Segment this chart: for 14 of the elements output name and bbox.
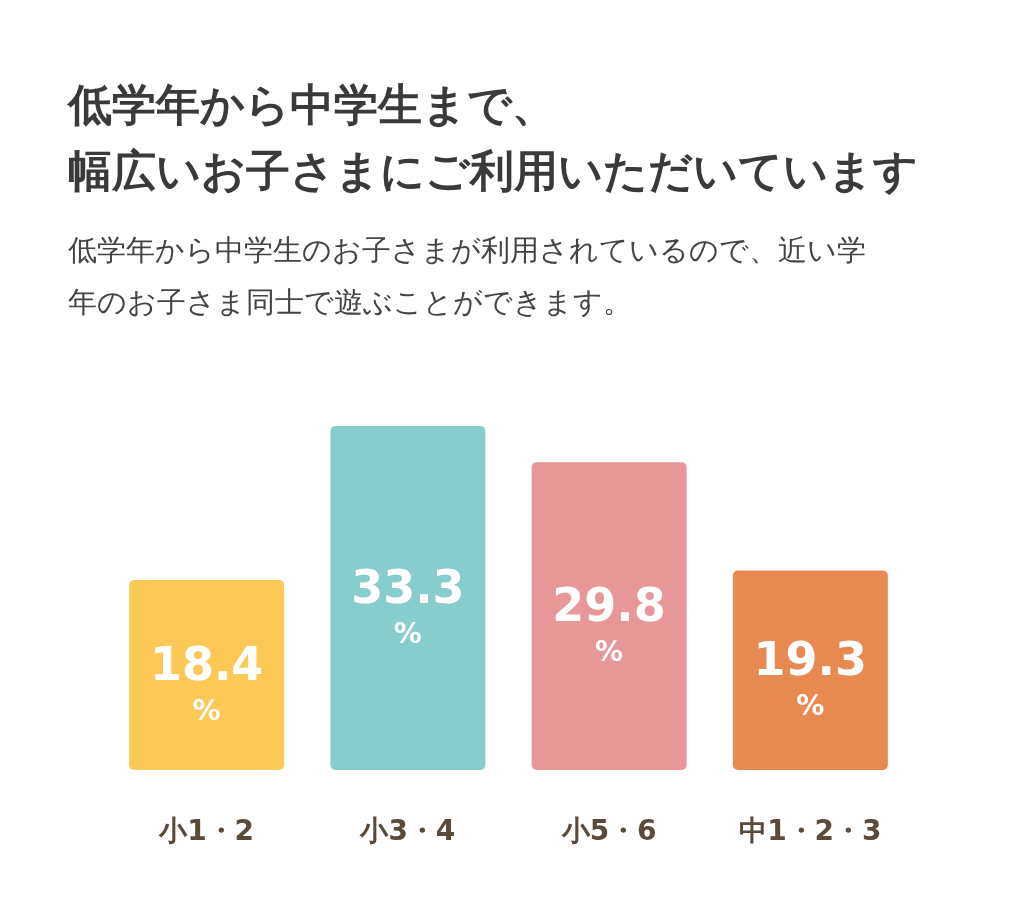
chart-title: 低学年から中学生まで、幅広いお子さまにご利用いただいています (66, 79, 918, 196)
data-label: 19.3% (753, 632, 868, 723)
data-label: 18.4% (149, 636, 264, 727)
x-tick-label: 中1・2・3 (739, 814, 882, 847)
bar (129, 579, 285, 770)
bar (732, 570, 888, 770)
chart-subtitle: 低学年から中学生のお子さまが利用されているので、近い学年のお子さま同士で遊ぶことができます。 (68, 233, 866, 319)
x-tick-label: 小5・6 (560, 814, 657, 847)
bar (531, 462, 687, 770)
data-label: 29.8% (552, 578, 666, 669)
data-label: 33.3% (351, 560, 465, 650)
x-tick-label: 小3・4 (359, 814, 456, 847)
bar (330, 426, 486, 770)
x-tick-label: 小1・2 (158, 814, 255, 847)
